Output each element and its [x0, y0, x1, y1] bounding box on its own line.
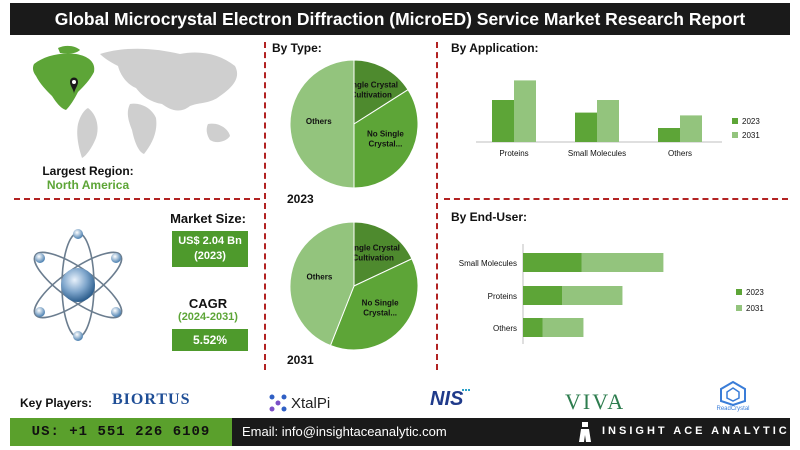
category-label: Others — [668, 149, 692, 158]
pie-slice-label: No Single Crystal... — [367, 129, 404, 148]
brand-mark-icon — [579, 422, 591, 442]
pie-slice-label: Others — [307, 272, 333, 281]
logo-xtalpi: XtalPi — [268, 393, 330, 413]
pie-slice-label: No Single Crystal... — [362, 299, 399, 318]
pie-year-2031: 2031 — [287, 353, 314, 367]
xtalpi-mark-icon — [269, 394, 287, 412]
pie-slice-label: Single Crystal Cultivation — [345, 81, 398, 100]
divider-horizontal-right — [444, 198, 788, 200]
divider-horizontal-left — [14, 198, 260, 200]
market-size-box: US$ 2.04 Bn (2023) — [172, 231, 248, 267]
bar-2023 — [492, 100, 514, 142]
nis-dots-icon — [462, 389, 470, 397]
pie-slice-label: Others — [306, 117, 332, 126]
cagr-period: (2024-2031) — [178, 311, 238, 323]
largest-region-label: Largest Region: — [42, 164, 134, 178]
brand-name: INSIGHT ACE ANALYTIC — [602, 425, 790, 437]
legend-swatch — [732, 132, 738, 138]
category-label: Proteins — [499, 149, 528, 158]
by-type-title: By Type: — [272, 41, 322, 55]
bar-2023 — [575, 112, 597, 142]
bar-2031 — [581, 253, 664, 272]
by-end-user-title: By End-User: — [451, 210, 528, 224]
market-size-label: Market Size: — [170, 211, 246, 226]
legend-label: 2031 — [746, 304, 764, 313]
email-text: Email: info@insightaceanalytic.com — [242, 424, 447, 439]
pie-chart-2031: Single Crystal Cultivation No Single Crysta… — [289, 221, 419, 351]
pie-slice — [289, 59, 355, 189]
bar-2031 — [514, 80, 536, 142]
bar-2031 — [680, 115, 702, 142]
bar-2031 — [597, 100, 619, 142]
category-label: Proteins — [488, 292, 517, 301]
legend-label: 2023 — [746, 288, 764, 297]
world-map-icon — [32, 45, 238, 158]
bar-2031 — [562, 286, 623, 305]
bar-2023 — [523, 318, 543, 337]
legend-swatch — [736, 289, 742, 295]
divider-vertical-right — [436, 42, 438, 370]
phone-number: US: +1 551 226 6109 — [31, 424, 211, 440]
legend-label: 2031 — [742, 131, 760, 140]
pie-slice — [353, 221, 413, 287]
logo-viva: VIVA — [565, 389, 626, 414]
bar-2023 — [658, 128, 680, 142]
category-label: Small Molecules — [459, 259, 517, 268]
pie-slice — [353, 89, 419, 189]
market-size-year: (2023) — [194, 250, 226, 262]
xtalpi-text: XtalPi — [291, 394, 331, 412]
pie-chart-2023: Single Crystal Cultivation No Single Crysta… — [289, 59, 419, 189]
logo-readcrystal: ReadCrystal — [716, 406, 750, 412]
by-application-title: By Application: — [451, 41, 539, 55]
bar-2031 — [542, 318, 584, 337]
pie-slice — [353, 59, 409, 125]
cagr-value: 5.52% — [172, 329, 248, 351]
cagr-label: CAGR — [188, 296, 228, 311]
divider-vertical-left — [264, 42, 266, 370]
pie-year-2023: 2023 — [287, 192, 314, 206]
contact-banner: Email: info@insightaceanalytic.com INSIG… — [232, 418, 790, 446]
category-label: Others — [493, 324, 517, 333]
logo-nis: NIS — [430, 388, 464, 410]
market-size-value: US$ 2.04 Bn — [178, 235, 242, 247]
key-players-label: Key Players: — [20, 396, 93, 410]
pie-slice — [329, 258, 419, 351]
legend-label: 2023 — [742, 117, 760, 126]
readcrystal-logo-icon — [720, 380, 746, 406]
logo-biortus: BIORTUS — [112, 391, 191, 408]
pie-slice — [289, 221, 355, 347]
atom-icon — [33, 229, 123, 341]
application-bar-chart: Proteins Small Molecules Others 2023 2031 — [476, 80, 760, 158]
category-label: Small Molecules — [568, 149, 626, 158]
end-user-bar-chart: Small Molecules Proteins Others 2023 2031 — [459, 244, 764, 344]
phone-banner: US: +1 551 226 6109 — [10, 418, 232, 446]
report-title: Global Microcrystal Electron Diffraction… — [10, 3, 790, 35]
bar-2023 — [523, 253, 582, 272]
pie-slice-label: Single Crystal Cultivation — [347, 244, 400, 263]
legend-swatch — [732, 118, 738, 124]
largest-region-value: North America — [46, 178, 130, 192]
bar-2023 — [523, 286, 562, 305]
legend-swatch — [736, 305, 742, 311]
